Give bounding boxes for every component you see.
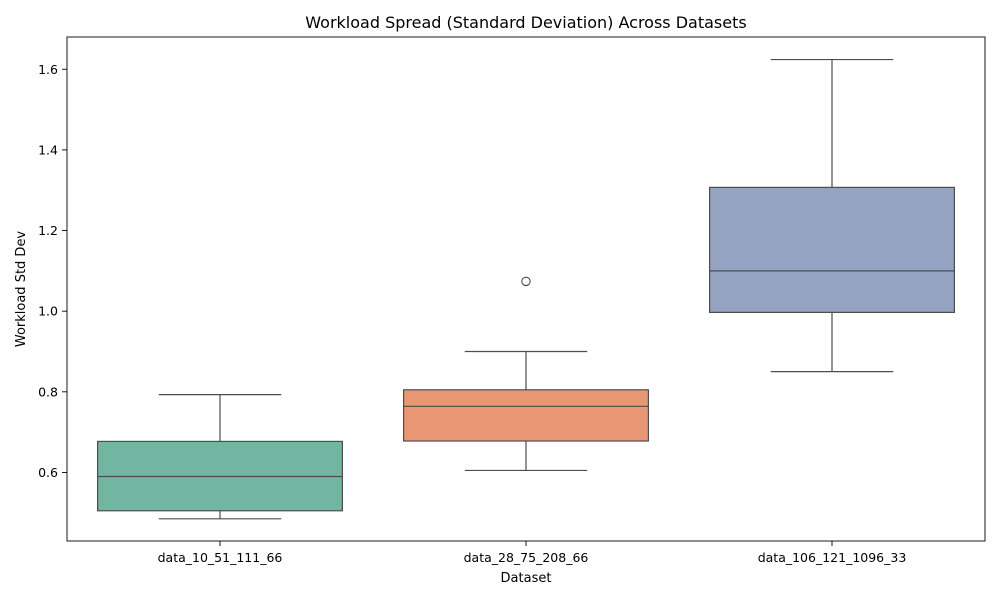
box-3: [708, 58, 955, 373]
box-1: [96, 394, 344, 520]
y-tick-label: 0.6: [38, 465, 58, 480]
y-tick-label: 1.0: [38, 304, 58, 319]
y-axis-label: Workload Std Dev: [14, 231, 29, 348]
y-axis: 0.6 0.8 1.0 1.2 1.4 1.6: [38, 62, 67, 480]
box-2: [403, 276, 650, 472]
chart-title: Workload Spread (Standard Deviation) Acr…: [305, 13, 746, 32]
x-axis: data_10_51_111_66 data_28_75_208_66 data_1…: [158, 541, 907, 565]
x-tick-label: data_106_121_1096_33: [758, 550, 907, 565]
x-tick-label: data_10_51_111_66: [158, 550, 283, 565]
y-tick-label: 0.8: [38, 384, 58, 399]
y-tick-label: 1.2: [38, 223, 58, 238]
iqr-box: [708, 186, 955, 313]
y-tick-label: 1.4: [38, 142, 58, 157]
x-axis-label: Dataset: [501, 571, 552, 586]
boxes-layer: [96, 58, 955, 520]
y-tick-label: 1.6: [38, 62, 58, 77]
outlier-point: [521, 276, 531, 287]
x-tick-label: data_28_75_208_66: [464, 550, 589, 565]
iqr-box: [403, 389, 650, 442]
